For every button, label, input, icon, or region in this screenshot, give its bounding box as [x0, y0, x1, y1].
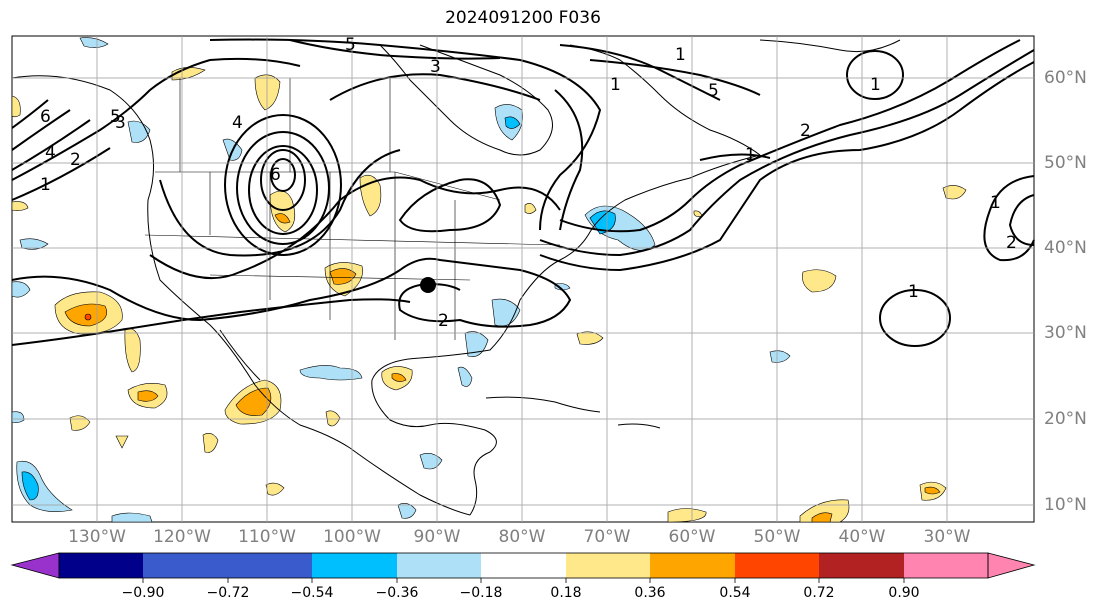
longitude-label: 110°W	[238, 527, 296, 547]
colorbar-tick-label: 0.54	[719, 585, 751, 601]
colorbar-bin	[397, 553, 481, 578]
contour-label: 1	[908, 282, 919, 302]
colorbar-tick-label: 0.36	[634, 585, 666, 601]
latitude-label: 10°N	[1044, 495, 1087, 515]
colorbar-tick-label: −0.54	[290, 585, 334, 601]
colorbar-bin	[735, 553, 819, 578]
location-marker	[420, 277, 436, 293]
contour-label: 1	[745, 145, 756, 165]
longitude-label: 120°W	[153, 527, 211, 547]
colorbar-max-arrow	[987, 552, 1036, 579]
contour-label: 3	[430, 57, 441, 77]
contour-label: 2	[70, 150, 81, 170]
latitude-label: 20°N	[1044, 409, 1087, 429]
longitude-label: 80°W	[498, 527, 546, 547]
longitude-label: 40°W	[838, 527, 886, 547]
longitude-label: 100°W	[323, 527, 381, 547]
colorbar-bin	[566, 553, 650, 578]
contour-label: 1	[675, 45, 686, 65]
coastlines	[11, 39, 901, 516]
longitude-label: 30°W	[923, 527, 971, 547]
colorbar-bin	[819, 553, 904, 578]
colorbar-tick-label: 0.72	[803, 585, 835, 601]
colorbar-tick-label: −0.90	[121, 585, 165, 601]
colorbar-bin	[481, 553, 566, 578]
contour-label-group: 6 5 4 2 1 3 6 5 4 3 2 1 5 1 2 1 2 1 1 1	[40, 35, 1017, 331]
grid-lines	[12, 36, 1034, 522]
contour-label: 2	[438, 311, 449, 331]
colorbar-bin	[650, 553, 735, 578]
contour-lines	[11, 38, 1035, 347]
colorbar-bin	[312, 553, 397, 578]
longitude-label: 70°W	[583, 527, 631, 547]
latitude-label: 50°N	[1044, 153, 1087, 173]
contour-label: 4	[232, 113, 243, 133]
colorbar	[10, 552, 1036, 583]
latitude-label: 60°N	[1044, 68, 1087, 88]
contour-label: 5	[110, 107, 121, 127]
colorbar-tick-label: −0.72	[206, 585, 250, 601]
longitude-label: 60°W	[668, 527, 716, 547]
longitude-label: 90°W	[413, 527, 461, 547]
colorbar-tick-label: −0.36	[375, 585, 419, 601]
contour-label: 1	[990, 193, 1001, 213]
contour-label: 5	[708, 81, 719, 101]
colorbar-bin	[59, 553, 143, 578]
contour-label: 5	[345, 35, 356, 55]
contour-label: 2	[1006, 233, 1017, 253]
contour-label: 1	[40, 175, 51, 195]
map-frame	[11, 35, 1035, 523]
map-title: 2024091200 F036	[445, 8, 601, 28]
colorbar-bin	[143, 553, 228, 578]
latitude-label: 40°N	[1044, 238, 1087, 258]
contour-label: 1	[610, 75, 621, 95]
colorbar-bin	[904, 553, 988, 578]
contour-label: 1	[870, 75, 881, 95]
contour-label: 4	[45, 143, 56, 163]
longitude-label: 130°W	[68, 527, 126, 547]
colorbar-tick-label: 0.18	[550, 585, 582, 601]
contour-label: 3	[115, 113, 126, 133]
longitude-label: 50°W	[753, 527, 801, 547]
colorbar-bin	[228, 553, 312, 578]
contour-label: 6	[270, 165, 281, 185]
contour-label: 2	[800, 121, 811, 141]
contour-label: 6	[40, 107, 51, 127]
colorbar-min-arrow	[10, 552, 60, 579]
colorbar-tick-label: 0.90	[888, 585, 920, 601]
latitude-label: 30°N	[1044, 323, 1087, 343]
colorbar-tick-label: −0.18	[459, 585, 503, 601]
warm-anomaly-areas	[11, 67, 967, 523]
